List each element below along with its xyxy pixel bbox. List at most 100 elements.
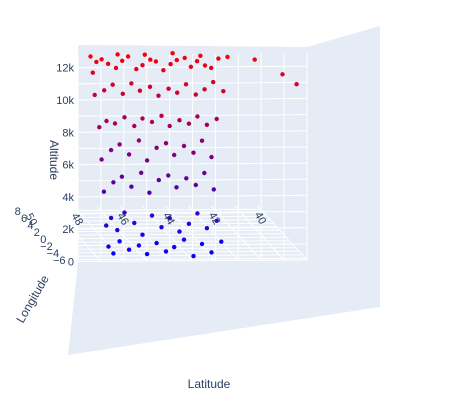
data-point <box>140 62 145 68</box>
data-point <box>168 61 173 67</box>
data-point <box>181 237 187 242</box>
grid-line <box>28 206 79 262</box>
grid-line <box>77 259 308 262</box>
data-point <box>149 119 155 125</box>
grid-line <box>34 212 264 215</box>
grid-line <box>53 233 284 236</box>
z-axis-title: Altitude <box>47 140 61 180</box>
data-point <box>174 185 179 190</box>
data-point <box>163 249 169 254</box>
data-point <box>184 176 189 181</box>
data-point <box>199 138 205 143</box>
z-tick-label: 6k <box>62 160 74 172</box>
data-point <box>183 82 189 87</box>
data-point <box>140 232 145 237</box>
z-tick-label: 2k <box>62 224 74 236</box>
data-point <box>209 250 214 255</box>
data-point <box>163 141 169 146</box>
grid-line <box>77 194 308 198</box>
data-point <box>195 114 200 119</box>
data-point <box>172 152 177 158</box>
data-point <box>110 82 115 87</box>
data-point <box>144 158 150 163</box>
x-tick-label: 48 <box>69 211 86 228</box>
data-point <box>202 170 207 176</box>
data-point <box>167 215 172 221</box>
data-point <box>147 84 153 90</box>
x-tick-label: 46 <box>114 211 131 228</box>
grid-line <box>41 219 271 222</box>
grid-line <box>77 162 308 166</box>
grid-line <box>31 208 261 212</box>
data-point <box>188 64 194 70</box>
grid-line <box>77 178 308 182</box>
data-point <box>101 189 107 194</box>
grid-line <box>77 211 308 214</box>
z-tick-label: 8k <box>62 127 74 139</box>
data-point <box>120 58 125 63</box>
floor-plane <box>68 260 380 355</box>
data-point <box>90 70 96 75</box>
data-point <box>211 79 216 85</box>
data-point <box>154 145 159 150</box>
data-point <box>280 72 285 77</box>
data-point <box>221 89 226 94</box>
data-point <box>140 116 145 121</box>
data-point <box>115 52 120 57</box>
data-point <box>134 66 139 72</box>
data-point <box>115 227 120 233</box>
data-point <box>166 86 171 91</box>
data-point <box>132 123 137 129</box>
data-point <box>129 184 134 189</box>
grid-line <box>77 146 308 149</box>
grid-line <box>66 247 296 250</box>
y-axis-title: Longitude <box>13 272 52 325</box>
data-point <box>194 59 200 64</box>
data-point <box>294 82 299 87</box>
data-point <box>102 88 107 93</box>
data-point <box>175 90 180 95</box>
data-point <box>252 57 257 62</box>
x-tick-label: 42 <box>206 210 223 227</box>
x-tick-label: 50 <box>23 211 40 228</box>
data-point <box>94 59 99 65</box>
data-point <box>120 91 126 97</box>
data-point <box>108 147 114 153</box>
grid-line <box>60 240 290 243</box>
data-point <box>119 174 125 179</box>
grid-line <box>50 229 280 233</box>
data-point <box>204 226 210 231</box>
data-point <box>214 116 219 122</box>
data-point <box>202 87 207 92</box>
data-point <box>97 125 102 130</box>
data-point <box>149 213 155 218</box>
y-tick-label: 4 <box>27 220 33 232</box>
z-tick-label: 10k <box>56 95 74 107</box>
back-wall-right <box>307 26 380 307</box>
data-point <box>177 118 182 123</box>
scene <box>68 26 380 355</box>
data-point <box>209 154 214 160</box>
data-point <box>191 253 196 259</box>
data-point <box>105 61 111 66</box>
data-point <box>113 65 119 71</box>
data-point <box>219 239 224 244</box>
grid-line <box>57 236 287 240</box>
data-point <box>99 57 104 62</box>
data-point <box>88 54 93 59</box>
data-point <box>117 239 122 244</box>
data-point <box>126 247 132 252</box>
data-point <box>214 218 219 223</box>
data-point <box>181 143 187 149</box>
data-point <box>125 54 131 59</box>
data-point <box>111 251 116 256</box>
data-point <box>204 122 210 128</box>
data-point <box>129 81 134 86</box>
data-point <box>174 57 179 63</box>
data-point <box>195 211 200 216</box>
z-tick-label: 4k <box>62 192 74 204</box>
data-point <box>170 51 175 56</box>
data-point <box>211 187 216 192</box>
data-point <box>199 241 205 247</box>
